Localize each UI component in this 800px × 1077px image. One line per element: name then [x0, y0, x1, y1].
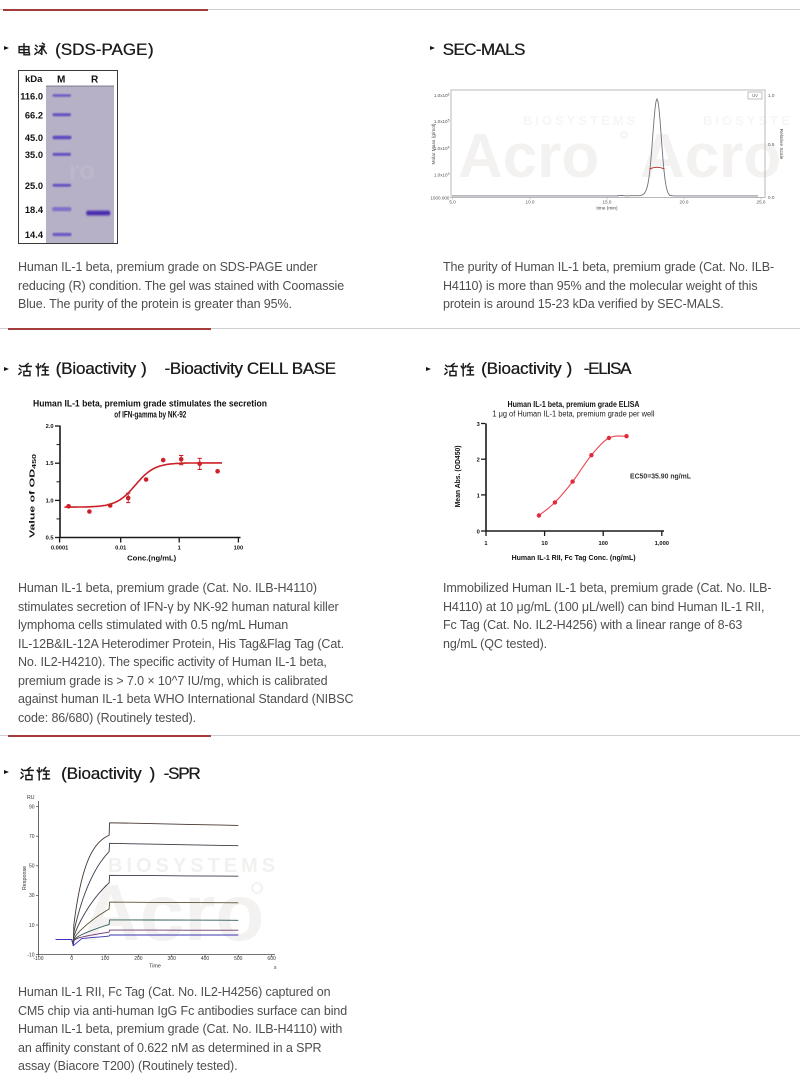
svg-text:Molar Mass (g/mol): Molar Mass (g/mol)	[431, 123, 437, 164]
svg-text:UV: UV	[752, 93, 758, 98]
svg-text:-100: -100	[33, 956, 43, 962]
svg-text:EC50=35.90 ng/mL: EC50=35.90 ng/mL	[630, 474, 692, 481]
svg-text:500: 500	[234, 956, 243, 962]
svg-text:50: 50	[29, 864, 35, 870]
svg-text:0: 0	[70, 956, 73, 962]
svg-text:1000.000: 1000.000	[430, 196, 450, 201]
svg-text:400: 400	[201, 956, 210, 962]
svg-text:0.5: 0.5	[768, 142, 775, 147]
svg-text:10.0: 10.0	[526, 200, 535, 205]
svg-text:Conc.(ng/mL): Conc.(ng/mL)	[127, 554, 176, 563]
svg-text:100: 100	[598, 541, 608, 547]
svg-text:1.0x105: 1.0x105	[434, 119, 450, 125]
svg-text:Mean Abs. (OD450): Mean Abs. (OD450)	[455, 445, 462, 507]
svg-text:0.5: 0.5	[46, 536, 54, 542]
svg-text:45.0: 45.0	[25, 133, 43, 143]
svg-text:Human IL-1 beta, premium grade: Human IL-1 beta, premium grade stimulate…	[33, 399, 267, 409]
svg-text:Relative Scale: Relative Scale	[778, 129, 784, 160]
svg-text:20.0: 20.0	[680, 200, 689, 205]
svg-text:3: 3	[477, 422, 480, 428]
svg-text:10: 10	[29, 923, 35, 929]
svg-text:1.0: 1.0	[768, 93, 775, 98]
svg-text:-10: -10	[27, 952, 34, 958]
svg-text:BIOSYSTEMS: BIOSYSTEMS	[523, 113, 638, 128]
svg-text:Acro: Acro	[640, 122, 781, 191]
svg-text:10: 10	[541, 541, 547, 547]
svg-text:2: 2	[477, 458, 480, 464]
svg-text:0.0: 0.0	[768, 195, 775, 200]
svg-text:Human IL-1 beta, premium grade: Human IL-1 beta, premium grade ELISA	[508, 400, 640, 409]
svg-text:kDa: kDa	[25, 74, 43, 85]
svg-text:14.4: 14.4	[25, 230, 44, 240]
svg-text:BIOSYSTEMS: BIOSYSTEMS	[703, 113, 790, 128]
svg-text:ro: ro	[69, 155, 95, 185]
svg-text:1.0x103: 1.0x103	[434, 172, 450, 178]
svg-text:116.0: 116.0	[20, 91, 43, 101]
svg-text:25.0: 25.0	[25, 181, 43, 191]
svg-text:BIOSYSTEMS: BIOSYSTEMS	[108, 855, 279, 877]
svg-text:s: s	[274, 965, 277, 971]
svg-text:Human IL-1 RII, Fc Tag Conc. (: Human IL-1 RII, Fc Tag Conc. (ng/mL)	[512, 553, 636, 562]
svg-text:66.2: 66.2	[25, 110, 43, 120]
svg-text:30: 30	[29, 893, 35, 899]
svg-text:25.0: 25.0	[757, 200, 766, 205]
svg-text:1.0: 1.0	[46, 498, 54, 504]
svg-text:1.0x104: 1.0x104	[434, 146, 450, 152]
svg-text:0: 0	[477, 530, 480, 536]
svg-text:1: 1	[178, 546, 181, 552]
svg-text:Value of OD450: Value of OD450	[28, 454, 38, 538]
svg-text:RU: RU	[27, 795, 35, 801]
svg-text:5.0: 5.0	[449, 200, 456, 205]
svg-text:of IFN-gamma by NK-92: of IFN-gamma by NK-92	[114, 409, 186, 419]
svg-text:1.5: 1.5	[46, 461, 54, 467]
svg-text:Acro: Acro	[458, 122, 599, 191]
svg-text:90: 90	[29, 804, 35, 810]
svg-text:1,000: 1,000	[655, 541, 669, 547]
svg-text:Acro: Acro	[82, 868, 264, 957]
svg-text:18.4: 18.4	[25, 205, 44, 215]
svg-text:300: 300	[168, 956, 177, 962]
svg-text:Time: Time	[149, 964, 161, 970]
svg-text:Response: Response	[22, 866, 28, 890]
svg-text:M: M	[57, 75, 65, 86]
svg-text:1.0x106: 1.0x106	[434, 93, 450, 99]
svg-text:70: 70	[29, 834, 35, 840]
svg-text:time (min): time (min)	[596, 206, 618, 212]
svg-text:100: 100	[101, 956, 110, 962]
svg-text:0.0001: 0.0001	[51, 546, 68, 552]
svg-text:0.01: 0.01	[115, 546, 126, 552]
svg-text:R: R	[91, 75, 99, 86]
svg-text:2.0: 2.0	[46, 424, 54, 430]
svg-text:100: 100	[234, 546, 244, 552]
svg-text:1 μg of Human IL-1 beta, premi: 1 μg of Human IL-1 beta, premium grade p…	[492, 410, 654, 419]
svg-text:600: 600	[267, 956, 276, 962]
svg-text:35.0: 35.0	[25, 150, 43, 160]
svg-text:200: 200	[134, 956, 143, 962]
svg-text:1: 1	[477, 493, 480, 499]
svg-text:15.0: 15.0	[603, 200, 612, 205]
svg-text:1: 1	[484, 541, 487, 547]
